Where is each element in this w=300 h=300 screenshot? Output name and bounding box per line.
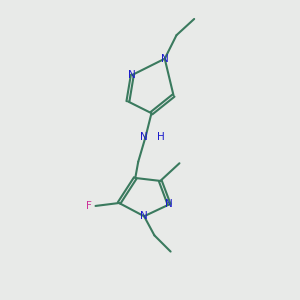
Text: N: N <box>140 132 148 142</box>
Text: N: N <box>165 200 173 209</box>
Text: N: N <box>161 54 169 64</box>
Text: F: F <box>86 201 92 211</box>
Text: H: H <box>157 132 165 142</box>
Text: N: N <box>140 211 148 221</box>
Text: N: N <box>128 70 136 80</box>
